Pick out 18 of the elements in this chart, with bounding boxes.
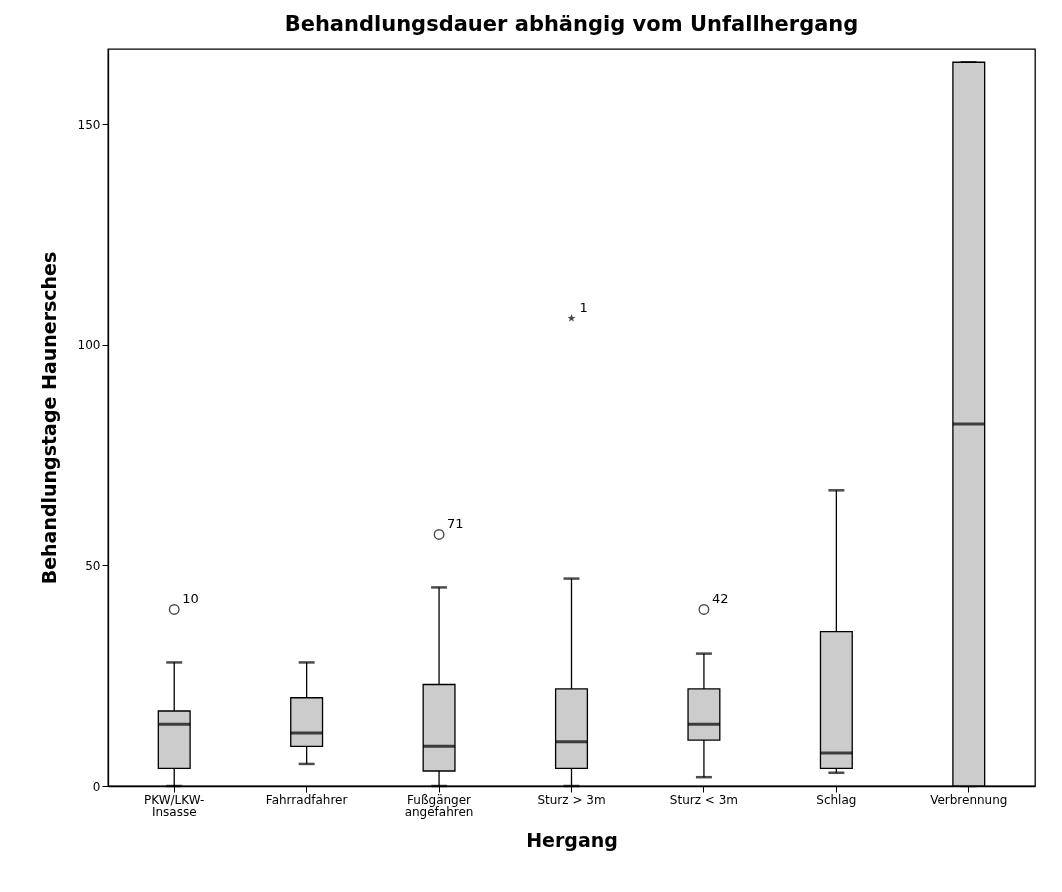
y-tick-label: 150 [77, 117, 101, 132]
x-tick-label: Sturz < 3m [669, 792, 739, 807]
y-tick-label: 50 [85, 558, 101, 573]
chart-title: Behandlungsdauer abhängig vom Unfallhergang [284, 12, 859, 36]
annotation: 10 [182, 591, 199, 607]
x-axis-title: Hergang [526, 828, 618, 851]
x-tick-label: Schlag [816, 792, 857, 807]
annotation: 42 [711, 591, 729, 607]
annotation: 1 [579, 300, 588, 316]
y-axis-title: Behandlungstage Haunersches [37, 251, 60, 585]
y-tick-label: 0 [92, 779, 101, 794]
y-tick-label: 100 [77, 338, 101, 353]
x-tick-label: Fahrradfahrer [265, 792, 348, 807]
x-tick-label: Fußgänger angefahren [404, 792, 474, 819]
x-tick-label: Verbrennung [930, 792, 1008, 807]
x-tick-label: Sturz > 3m [537, 792, 606, 807]
annotation: 71 [447, 516, 464, 532]
x-tick-label: PKW/LKW- Insasse [144, 792, 205, 819]
